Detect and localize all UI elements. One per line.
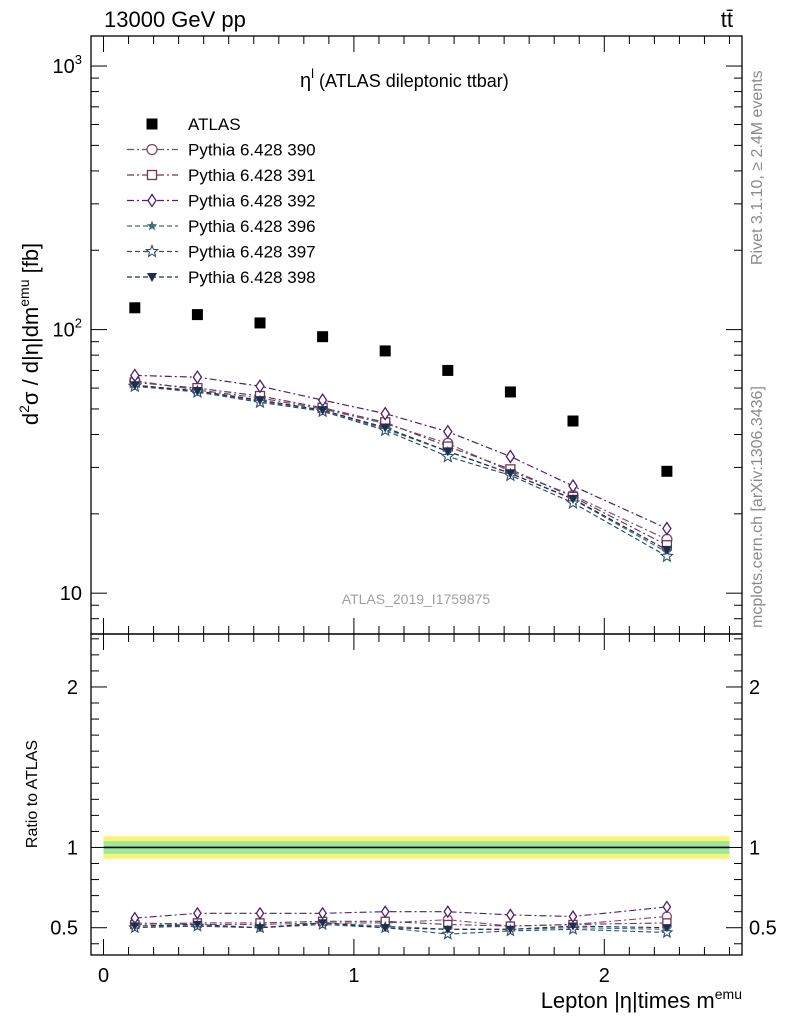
ratio-point (192, 920, 202, 930)
x-tick-label: 2 (599, 965, 610, 987)
legend-marker (146, 220, 158, 231)
series-line (134, 381, 668, 546)
data-point (567, 415, 579, 427)
energy-label: 13000 GeV pp (104, 7, 246, 32)
legend-label: Pythia 6.428 398 (188, 268, 316, 287)
legend-marker (144, 243, 160, 258)
watermark: ATLAS_2019_I1759875 (342, 591, 491, 607)
ratio-point (662, 924, 672, 933)
ratio-point (193, 906, 202, 920)
data-point (505, 449, 516, 464)
ratio-y-tick-label: 1 (67, 837, 78, 859)
data-point (129, 381, 140, 391)
ratio-point (380, 924, 390, 933)
legend: ATLAS Pythia 6.428 390 Pythia 6.428 391 Pyt… (127, 115, 316, 287)
y-tick-label: 103 (53, 52, 82, 78)
ratio-series-line (134, 906, 667, 919)
ratio-point (318, 919, 328, 928)
data-point (380, 423, 391, 433)
ratio-y-tick-label-right: 0.5 (749, 918, 777, 940)
series-line (134, 384, 668, 551)
ratio-point (130, 922, 140, 931)
series-line (134, 380, 668, 540)
ratio-point (255, 924, 265, 933)
data-point (567, 494, 578, 504)
legend-label: Pythia 6.428 392 (188, 192, 316, 211)
ratio-point (443, 905, 453, 919)
y-tick-label: 10 (60, 583, 82, 605)
main-panel: 10 102 103 ηl (ATLAS dileptonic ttbar) ATL… (53, 35, 743, 635)
ratio-point (380, 905, 390, 919)
data-point (661, 545, 672, 555)
data-point (192, 386, 203, 396)
legend-label: Pythia 6.428 390 (188, 141, 316, 160)
data-point (379, 345, 391, 357)
x-axis-label: Lepton |η|times memu (541, 986, 742, 1013)
data-point (380, 406, 390, 421)
legend-marker (146, 118, 158, 130)
ratio-y-tick-label: 0.5 (50, 918, 78, 940)
legend-label: Pythia 6.428 397 (188, 243, 316, 262)
data-point (661, 465, 673, 477)
data-point (254, 317, 266, 329)
data-point (129, 302, 141, 314)
legend-marker (147, 193, 157, 208)
legend-label: ATLAS (188, 115, 241, 134)
ratio-y-tick-label-right: 1 (749, 837, 760, 859)
ratio-y-tick-label: 2 (67, 677, 78, 699)
ratio-point (255, 906, 265, 920)
legend-label: Pythia 6.428 391 (188, 166, 316, 185)
data-point (442, 447, 453, 457)
rivet-label: Rivet 3.1.10, ≥ 2.4M events (749, 70, 766, 265)
data-point (317, 406, 328, 416)
data-point (662, 521, 672, 536)
ratio-point (443, 925, 453, 934)
x-tick-label: 1 (348, 965, 359, 987)
ratio-panel: 0 1 2 0.5 0.5 1 1 2 2 (50, 633, 777, 987)
data-point (191, 309, 203, 321)
plot-title: ηl (ATLAS dileptonic ttbar) (300, 66, 509, 92)
data-point (504, 386, 516, 398)
data-point (568, 478, 578, 494)
data-point (255, 379, 265, 394)
ratio-y-axis-label: Ratio to ATLAS (24, 740, 41, 848)
ratio-point (505, 925, 515, 934)
data-point (443, 424, 453, 439)
legend-marker (146, 169, 158, 181)
x-tick-label: 0 (98, 965, 109, 987)
series-line (134, 374, 668, 530)
y-axis-label: d2σ / d|η|dmemu [fb] (16, 243, 43, 425)
series-line (134, 384, 668, 553)
process-label: tt̄ (721, 7, 733, 32)
legend-label: Pythia 6.428 396 (188, 217, 316, 236)
ratio-point (506, 908, 515, 922)
ratio-point (662, 900, 672, 914)
mcplots-label: mcplots.cern.ch [arXiv:1306.3436] (749, 386, 766, 628)
ratio-point (568, 922, 578, 931)
data-point (659, 548, 675, 563)
data-point (255, 396, 266, 406)
data-point (505, 469, 516, 479)
ratio-y-tick-label-right: 2 (749, 677, 760, 699)
y-tick-label: 102 (53, 316, 82, 342)
legend-marker (146, 143, 158, 156)
series-line (134, 385, 668, 557)
data-point (442, 364, 454, 376)
data-point (317, 331, 329, 343)
legend-marker (147, 273, 157, 282)
data-point (192, 369, 203, 385)
ratio-point (568, 909, 578, 924)
ratio-frame (90, 633, 743, 956)
